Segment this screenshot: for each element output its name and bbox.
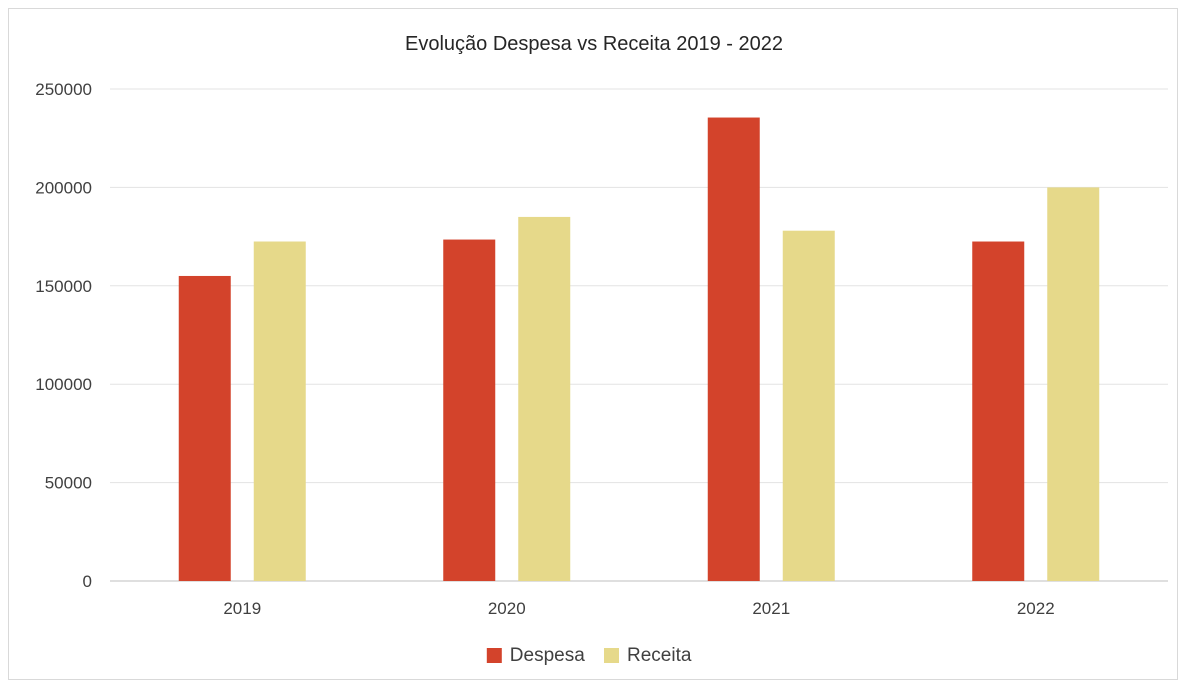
- y-tick-label: 0: [83, 572, 92, 591]
- y-tick-label: 250000: [35, 80, 92, 99]
- y-tick-label: 200000: [35, 178, 92, 197]
- bar-receita-2020: [518, 217, 570, 581]
- x-axis-ticks: 2019 2020 2021 2022: [223, 599, 1054, 618]
- bar-receita-2019: [254, 242, 306, 581]
- legend-label-despesa: Despesa: [510, 645, 585, 666]
- legend-swatch-receita: [604, 648, 619, 663]
- x-tick-label: 2021: [752, 599, 790, 618]
- legend: Despesa Receita: [487, 645, 692, 666]
- y-tick-label: 50000: [45, 474, 92, 493]
- bar-receita-2022: [1047, 187, 1099, 581]
- legend-label-receita: Receita: [627, 645, 692, 666]
- y-tick-label: 150000: [35, 277, 92, 296]
- bar-receita-2021: [783, 231, 835, 581]
- bar-despesa-2022: [972, 242, 1024, 581]
- x-tick-label: 2022: [1017, 599, 1055, 618]
- chart-title: Evolução Despesa vs Receita 2019 - 2022: [405, 33, 783, 55]
- legend-swatch-despesa: [487, 648, 502, 663]
- bar-despesa-2019: [179, 276, 231, 581]
- x-tick-label: 2020: [488, 599, 526, 618]
- bar-despesa-2020: [443, 240, 495, 581]
- y-tick-label: 100000: [35, 375, 92, 394]
- x-tick-label: 2019: [223, 599, 261, 618]
- bar-despesa-2021: [708, 118, 760, 581]
- y-axis-ticks: 0 50000 100000 150000 200000 250000: [35, 80, 92, 591]
